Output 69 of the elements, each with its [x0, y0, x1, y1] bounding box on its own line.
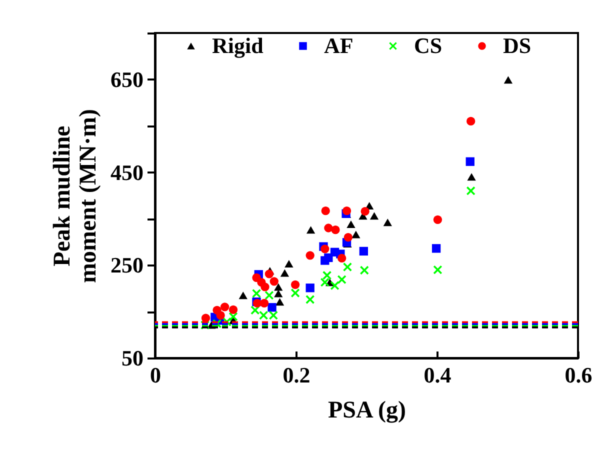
point: [342, 206, 352, 216]
point: [290, 288, 300, 298]
legend-label: Rigid: [212, 33, 264, 58]
point: [344, 232, 352, 242]
point: [504, 76, 513, 84]
point: [467, 173, 476, 181]
point: [324, 224, 333, 232]
point: [343, 262, 352, 272]
point: [337, 275, 346, 284]
x-tick-label: 0.2: [282, 362, 310, 388]
x-tick-label: 0.4: [424, 362, 452, 388]
point: [269, 310, 278, 320]
point: [274, 290, 283, 298]
point: [320, 278, 330, 287]
point: [360, 266, 369, 275]
point: [352, 230, 360, 238]
point: [306, 251, 314, 260]
point: [270, 277, 278, 286]
x-axis-title: PSA (g): [328, 398, 406, 424]
point: [290, 280, 300, 289]
x-tick-label: 0.6: [564, 362, 592, 388]
y-tick-label: 650: [110, 66, 144, 92]
point: [360, 206, 370, 216]
point: [252, 289, 261, 298]
point: [346, 220, 356, 228]
point: [238, 292, 248, 300]
point: [216, 310, 225, 320]
point: [432, 244, 441, 253]
point: [466, 116, 476, 126]
point: [359, 246, 368, 256]
y-axis-title: Peak mudline moment (MN·m): [50, 109, 102, 283]
point: [250, 306, 260, 315]
point: [306, 284, 314, 292]
y-tick-label: 250: [110, 252, 144, 278]
point: [275, 298, 284, 306]
point: [201, 314, 210, 322]
point: [324, 253, 333, 262]
y-tick-label: 50: [122, 346, 144, 370]
point: [264, 270, 274, 278]
x-tick-label: 0: [150, 362, 161, 388]
point: [220, 302, 230, 312]
point: [284, 260, 294, 268]
point: [322, 271, 332, 280]
point: [337, 254, 346, 262]
point: [370, 212, 379, 220]
point: [330, 281, 340, 290]
point: [264, 290, 274, 300]
point: [228, 312, 238, 322]
point: [433, 265, 442, 274]
point: [433, 215, 442, 224]
point: [306, 226, 316, 234]
point: [383, 218, 392, 226]
point: [259, 310, 268, 320]
point: [321, 206, 330, 216]
legend-label: DS: [503, 33, 532, 58]
point: [228, 305, 238, 314]
point: [466, 186, 476, 196]
point: [260, 282, 270, 292]
point: [260, 298, 269, 308]
point: [466, 157, 474, 166]
legend-label: AF: [324, 33, 354, 58]
y-tick-label: 450: [110, 160, 144, 185]
point: [320, 244, 330, 254]
point: [268, 303, 276, 312]
point: [306, 295, 314, 304]
point: [331, 226, 340, 234]
point: [280, 269, 290, 277]
legend-label: CS: [414, 33, 442, 58]
point: [274, 283, 283, 291]
